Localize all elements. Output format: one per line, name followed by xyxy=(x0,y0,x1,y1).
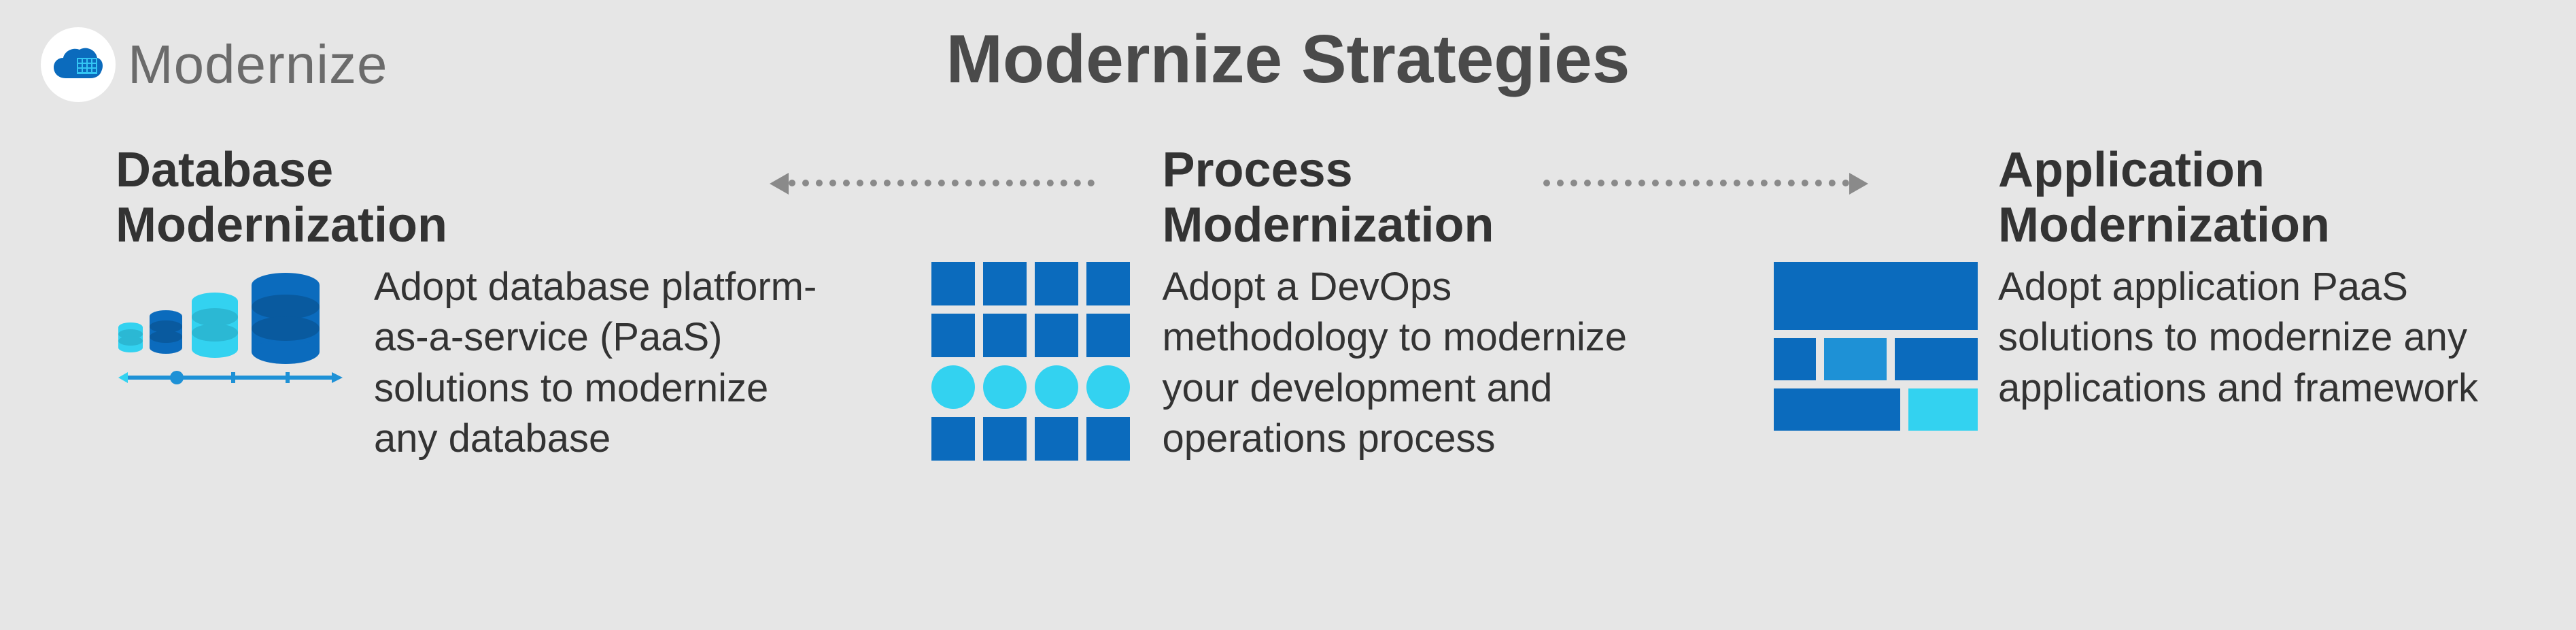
column-database: Database Modernization xyxy=(116,143,836,464)
process-icon xyxy=(931,262,1142,461)
title-line: Modernization xyxy=(116,198,447,252)
cloud-icon xyxy=(51,44,105,85)
application-description: Adopt application PaaS solutions to mode… xyxy=(1998,262,2535,414)
application-icon xyxy=(1774,262,1978,431)
column-application: Application Modernization Adopt applicat… xyxy=(1774,143,2535,464)
title-line: Application xyxy=(1998,143,2265,197)
title-line: Modernization xyxy=(1163,198,1494,252)
database-title: Database Modernization xyxy=(116,143,836,252)
process-title: Process Modernization xyxy=(1163,143,1679,252)
logo: Modernize xyxy=(41,27,388,102)
process-description: Adopt a DevOps methodology to modernize … xyxy=(1163,262,1679,464)
column-process: Process Modernization Adopt a DevOps met… xyxy=(931,143,1679,464)
arrow-left xyxy=(789,180,1095,186)
title-line: Database xyxy=(116,143,333,197)
database-icon xyxy=(116,262,354,401)
application-title: Application Modernization xyxy=(1998,143,2535,252)
title-line: Process xyxy=(1163,143,1353,197)
page-title: Modernize Strategies xyxy=(946,20,1630,99)
logo-text: Modernize xyxy=(128,33,388,96)
logo-circle xyxy=(41,27,116,102)
database-description: Adopt database platform-as-a-service (Pa… xyxy=(374,262,836,464)
arrow-right xyxy=(1543,180,1849,186)
strategies-row: Database Modernization xyxy=(41,143,2535,464)
title-line: Modernization xyxy=(1998,198,2330,252)
